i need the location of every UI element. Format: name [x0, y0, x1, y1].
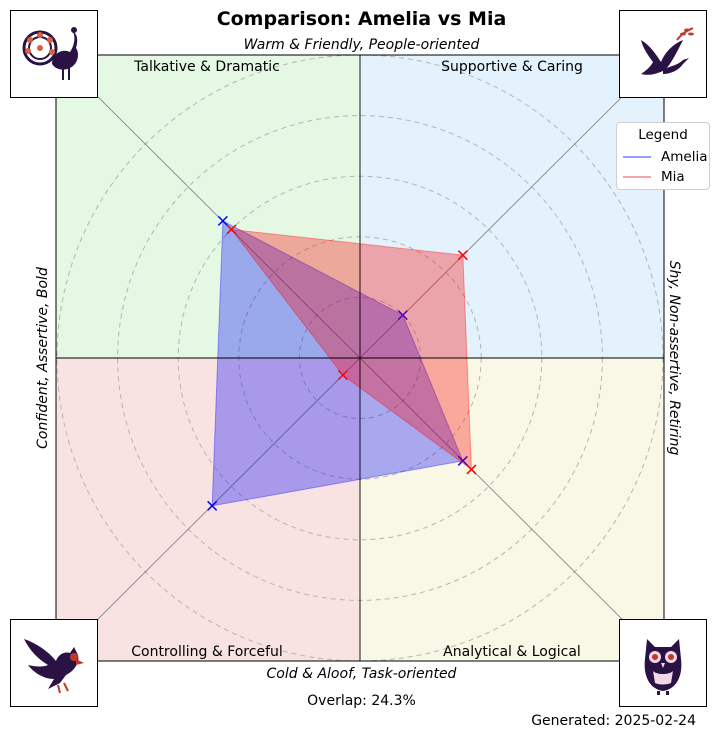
eagle-icon-box: [10, 619, 98, 707]
marker-mia-2: [337, 370, 348, 381]
quadrant-label-bottom-left: Controlling & Forceful: [131, 644, 283, 660]
marker-stroke-b: [466, 464, 477, 475]
legend-swatch-mia: [623, 176, 651, 178]
owl-icon: [644, 639, 682, 695]
marker-amelia-0: [397, 310, 408, 321]
marker-stroke-b: [226, 224, 237, 235]
marker-amelia-3: [457, 455, 468, 466]
legend-swatch-amelia: [623, 156, 651, 158]
legend-label-mia: Mia: [661, 169, 685, 185]
chart-frame: [55, 54, 665, 662]
generated-date: Generated: 2025-02-24: [531, 713, 696, 729]
marker-stroke-b: [457, 455, 468, 466]
legend-title: Legend: [638, 127, 688, 143]
owl-icon-box: [619, 619, 707, 707]
marker-amelia-2: [207, 500, 218, 511]
marker-mia-3: [466, 464, 477, 475]
marker-stroke-b: [457, 250, 468, 261]
marker-stroke-b: [217, 215, 228, 226]
quadrant-label-bottom-right: Analytical & Logical: [443, 644, 581, 660]
legend: Legend Amelia Mia: [616, 122, 710, 190]
marker-stroke-b: [337, 370, 348, 381]
legend-label-amelia: Amelia: [661, 149, 708, 165]
legend-item-amelia: Amelia: [623, 149, 707, 165]
quadrant-label-top-left: Talkative & Dramatic: [134, 59, 280, 75]
overlap-text: Overlap: 24.3%: [307, 693, 416, 709]
chart-title: Comparison: Amelia vs Mia: [216, 8, 507, 30]
marker-stroke-b: [207, 500, 218, 511]
peacock-icon-box: [10, 10, 98, 98]
marker-mia-0: [457, 250, 468, 261]
marker-stroke-b: [397, 310, 408, 321]
quadrant-label-top-right: Supportive & Caring: [441, 59, 583, 75]
axis-label-top: Warm & Friendly, People-oriented: [243, 37, 480, 53]
axis-label-bottom: Cold & Aloof, Task-oriented: [266, 666, 457, 682]
eagle-icon: [24, 639, 84, 694]
marker-amelia-1: [217, 215, 228, 226]
peacock-icon: [22, 27, 78, 80]
legend-item-mia: Mia: [623, 169, 685, 185]
marker-mia-1: [226, 224, 237, 235]
dove-icon: [641, 27, 694, 75]
dove-icon-box: [619, 10, 707, 98]
